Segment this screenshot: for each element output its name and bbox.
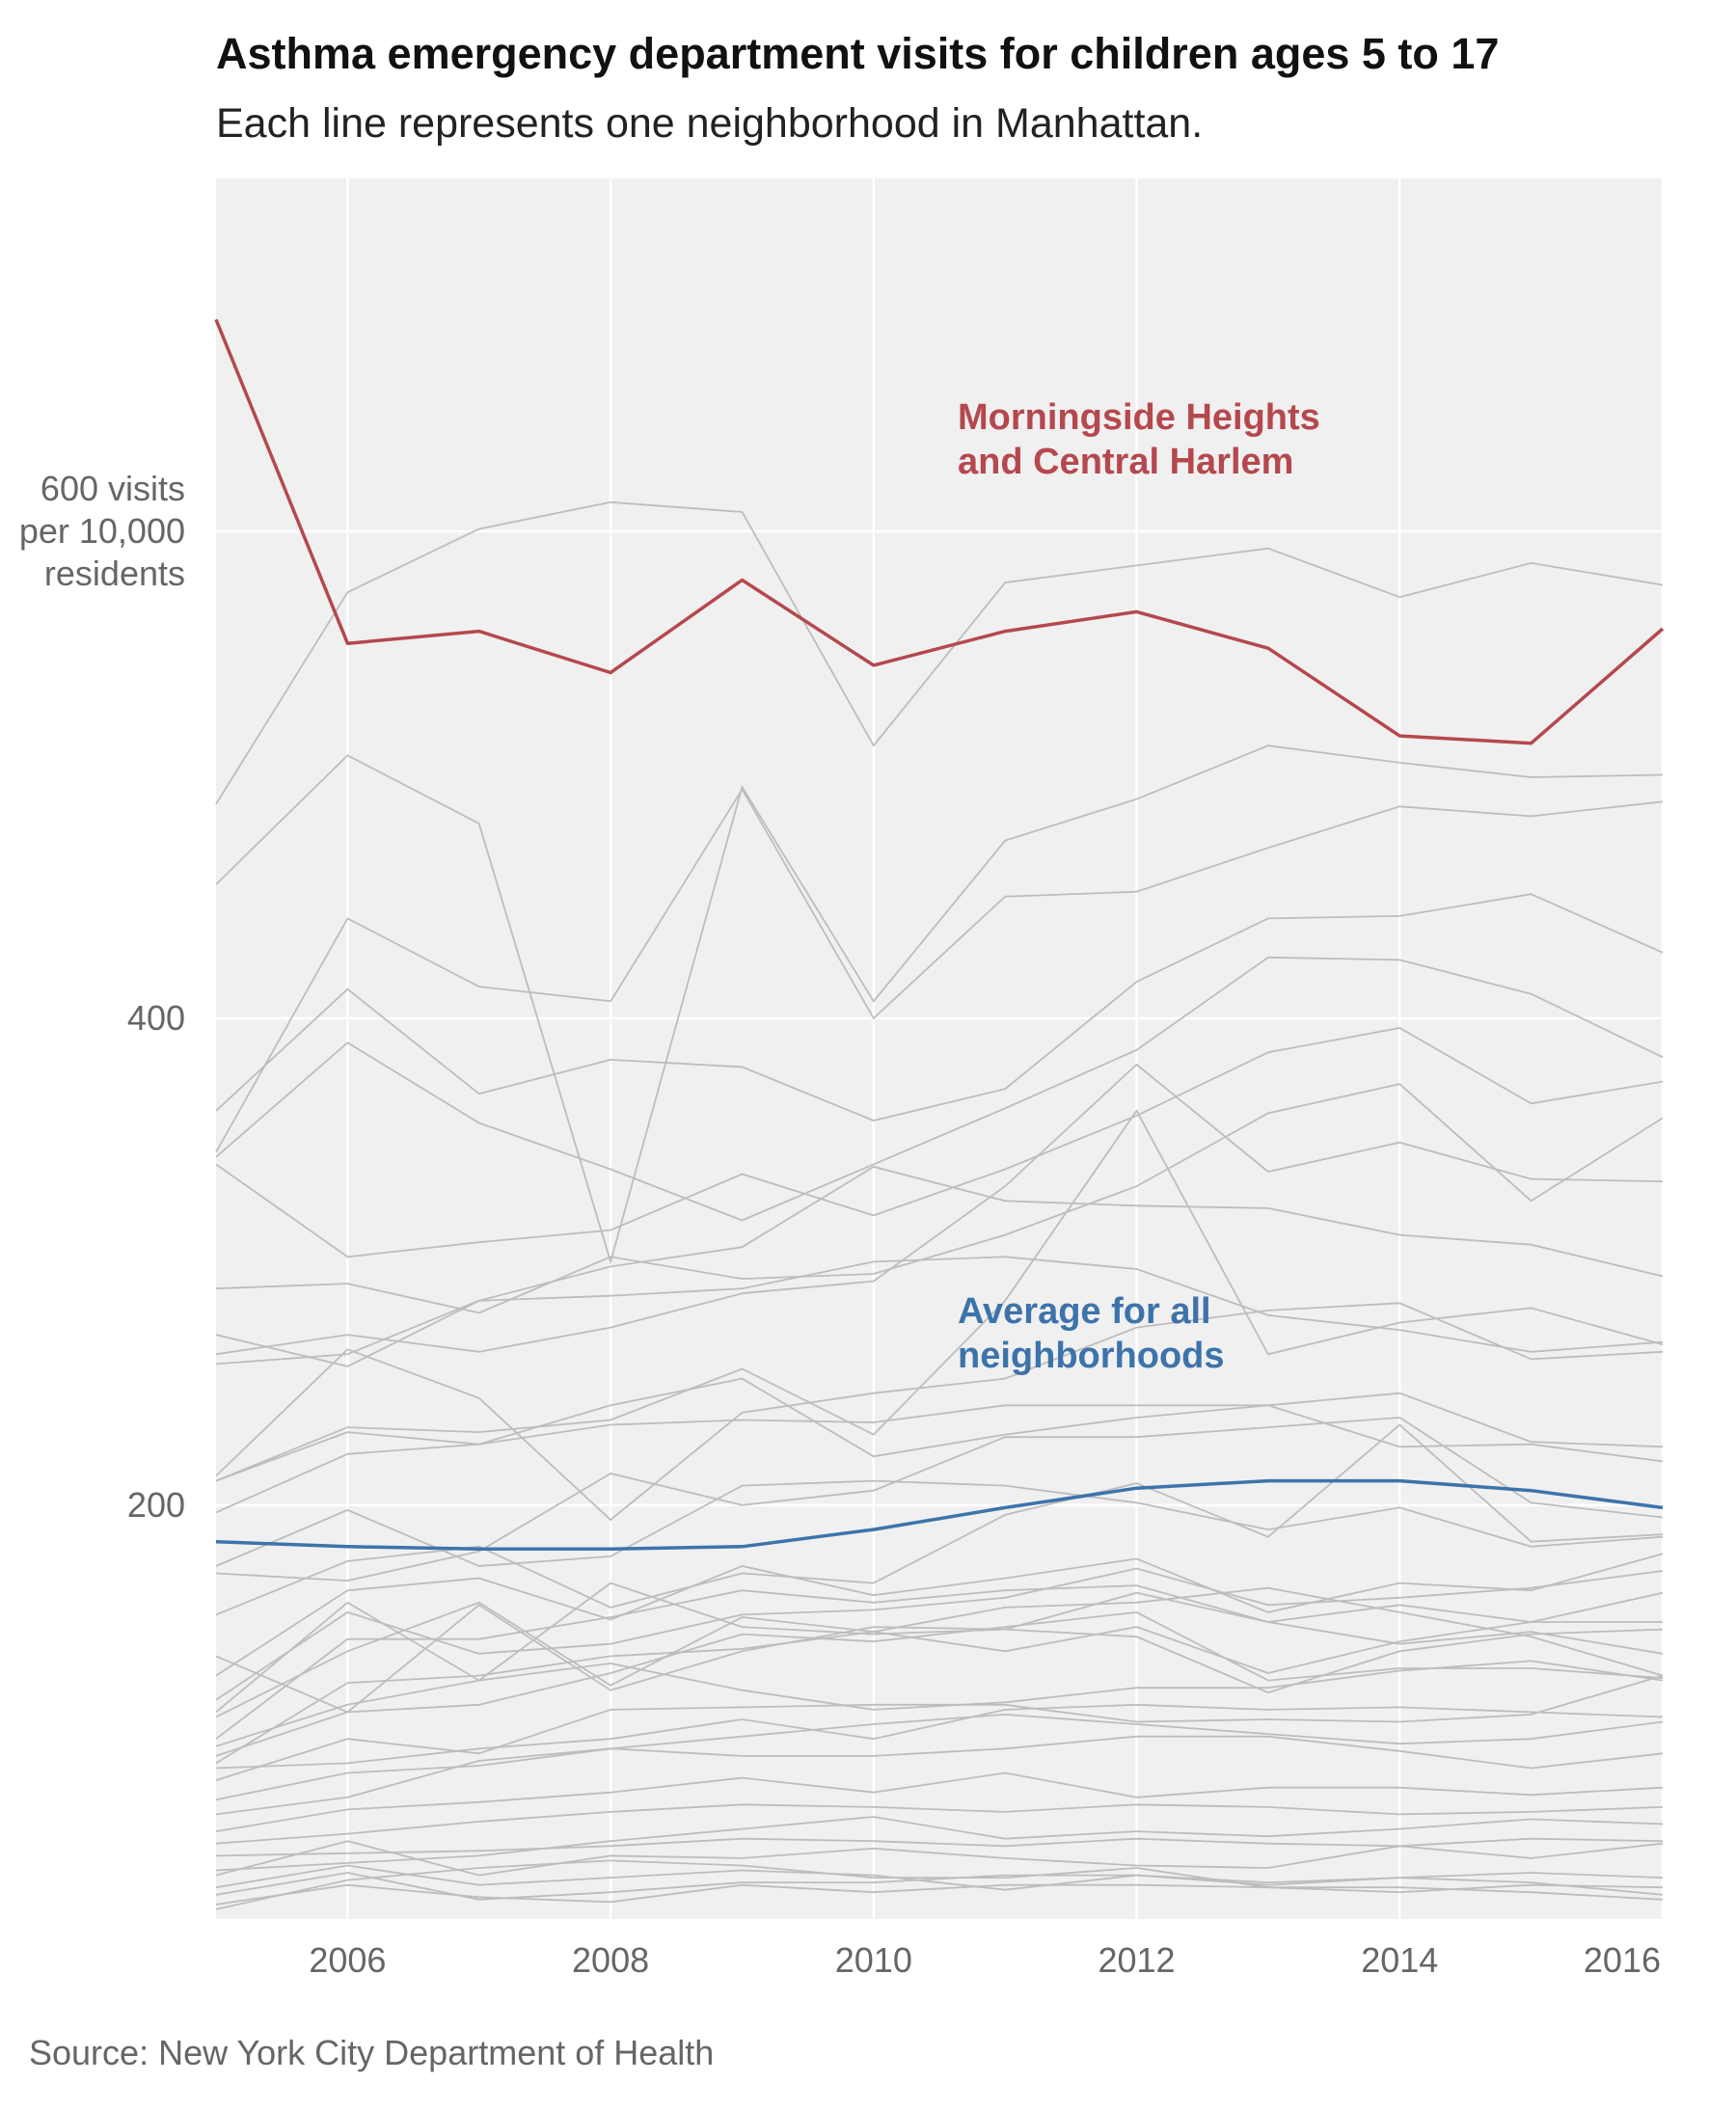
chart-source: Source: New York City Department of Heal… <box>29 2033 715 2072</box>
chart-title: Asthma emergency department visits for c… <box>216 29 1500 78</box>
y-tick-label-line: 600 visits <box>41 469 185 508</box>
y-tick-label: 400 <box>127 998 185 1038</box>
neighborhood-line <box>215 1256 1664 1365</box>
annotations: Morningside Heights and Central Harlem Ave… <box>958 397 1320 1376</box>
highlight-label: Morningside Heights and Central Harlem <box>958 397 1320 482</box>
x-tick-label: 2008 <box>572 1940 649 1980</box>
y-tick-label: 600 visits per 10,000 residents <box>19 469 185 593</box>
neighborhood-line <box>215 1404 1664 1514</box>
x-axis-ticks: 2006 2008 2010 2012 2014 2016 <box>309 1940 1661 1980</box>
neighborhood-line <box>215 1803 1664 1845</box>
neighborhood-line <box>215 1660 1664 1747</box>
neighborhood-line <box>215 1417 1664 1582</box>
x-tick-label: 2010 <box>835 1940 912 1980</box>
neighborhood-line <box>215 1816 1664 1872</box>
average-label-line: Average for all <box>958 1291 1211 1332</box>
neighborhood-line <box>215 1584 1664 1740</box>
y-axis-ticks: 200 400 600 visits per 10,000 residents <box>19 469 185 1525</box>
neighborhood-line <box>215 1883 1664 1906</box>
neighborhood-line <box>215 1027 1664 1258</box>
neighborhood-line <box>215 1604 1664 1714</box>
neighborhood-line <box>215 1083 1664 1314</box>
y-tick-label-line: per 10,000 <box>19 511 185 551</box>
neighborhood-line <box>215 1553 1664 1677</box>
neighborhood-line <box>215 1567 1664 1701</box>
y-tick-label-line: residents <box>44 554 185 593</box>
average-label-line: neighborhoods <box>958 1336 1225 1376</box>
neighborhood-line <box>215 1864 1664 1891</box>
neighborhood-line <box>215 1859 1664 1910</box>
neighborhood-line <box>215 1735 1664 1816</box>
neighborhood-line <box>215 744 1664 1265</box>
y-tick-label: 200 <box>127 1485 185 1525</box>
x-tick-label: 2006 <box>309 1940 386 1980</box>
average-line <box>215 1478 1664 1552</box>
y-tick-label-line: 200 <box>127 1485 185 1525</box>
neighborhood-line <box>215 1703 1664 1770</box>
neighborhood-line <box>215 1586 1664 1765</box>
plot-panel <box>216 178 1663 1919</box>
neighborhood-line <box>215 500 1664 805</box>
neighborhood-line <box>215 1109 1664 1482</box>
highlight-line <box>214 318 1665 745</box>
neighborhood-line <box>215 1165 1664 1367</box>
neighborhood-line <box>215 1063 1664 1356</box>
highlight-line-group <box>214 318 1665 745</box>
chart-subtitle: Each line represents one neighborhood in… <box>216 100 1204 147</box>
neighborhood-line <box>215 956 1664 1222</box>
neighborhood-line <box>215 1582 1664 1714</box>
highlight-label-line: Morningside Heights <box>958 397 1320 438</box>
average-label: Average for all neighborhoods <box>958 1291 1225 1376</box>
neighborhood-lines <box>215 500 1664 1910</box>
neighborhood-line <box>215 1377 1664 1482</box>
gridlines <box>216 178 1665 1919</box>
x-tick-label: 2014 <box>1361 1940 1438 1980</box>
neighborhood-line <box>215 1302 1664 1522</box>
neighborhood-line <box>215 1771 1664 1832</box>
y-tick-label-line: 400 <box>127 998 185 1038</box>
x-tick-label: 2016 <box>1584 1940 1661 1980</box>
neighborhood-line <box>215 1601 1663 1718</box>
neighborhood-line <box>215 1837 1664 1857</box>
neighborhood-line <box>215 893 1664 1122</box>
average-line-group <box>215 1478 1664 1552</box>
x-tick-label: 2012 <box>1098 1940 1175 1980</box>
neighborhood-line <box>215 787 1664 1153</box>
highlight-label-line: and Central Harlem <box>958 442 1293 482</box>
